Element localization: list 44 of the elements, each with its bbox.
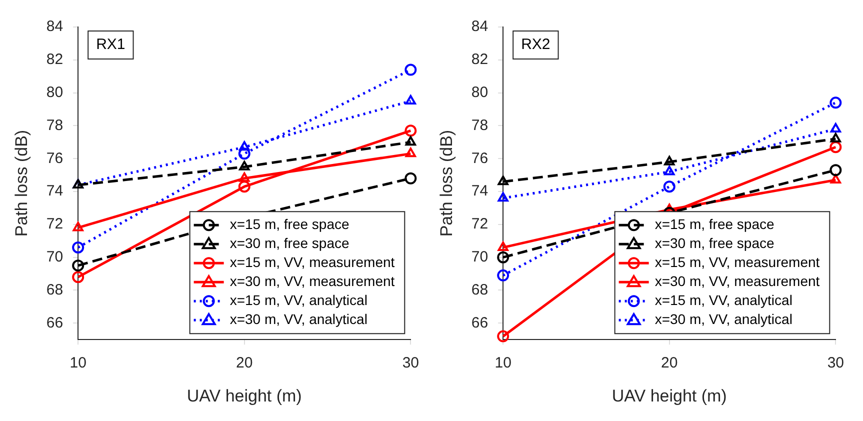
y-tick-label: 66 <box>46 314 64 332</box>
y-tick-label: 74 <box>471 182 488 200</box>
legend-label: x=15 m, VV, measurement <box>654 254 820 270</box>
y-tick-label: 84 <box>46 18 64 36</box>
y-axis-title: Path loss (dB) <box>12 130 31 237</box>
legend-label: x=15 m, VV, measurement <box>230 254 395 270</box>
annotation: RX1 <box>96 36 126 54</box>
y-tick-label: 68 <box>471 281 488 298</box>
x-tick-label: 20 <box>661 354 678 372</box>
legend-label: x=15 m, free space <box>230 216 350 232</box>
x-tick-label: 20 <box>236 354 253 372</box>
y-tick-label: 70 <box>471 248 488 266</box>
legend-label: x=15 m, free space <box>654 216 774 232</box>
x-axis-title: UAV height (m) <box>186 386 302 406</box>
legend-label: x=30 m, VV, measurement <box>654 272 820 289</box>
y-tick-label: 84 <box>471 18 488 36</box>
x-tick-label: 10 <box>70 354 86 372</box>
legend-label: x=30 m, VV, analytical <box>654 310 792 327</box>
y-axis-title: Path loss (dB) <box>436 130 456 237</box>
legend-label: x=15 m, VV, analytical <box>654 292 792 308</box>
y-tick-label: 80 <box>471 84 488 101</box>
x-tick-label: 10 <box>494 354 512 372</box>
legend-label: x=30 m, free space <box>654 234 774 251</box>
legend-label: x=15 m, VV, analytical <box>230 292 368 308</box>
y-tick-label: 74 <box>46 182 64 200</box>
y-tick-label: 76 <box>46 150 64 167</box>
y-tick-label: 82 <box>46 51 64 68</box>
legend-label: x=30 m, VV, analytical <box>230 310 368 327</box>
y-tick-label: 72 <box>46 216 64 233</box>
y-tick-label: 66 <box>471 314 488 332</box>
y-tick-label: 80 <box>46 84 64 101</box>
x-tick-label: 30 <box>402 354 419 372</box>
x-axis-title: UAV height (m) <box>612 386 727 406</box>
y-tick-label: 76 <box>471 150 488 167</box>
y-tick-label: 78 <box>471 116 488 134</box>
y-tick-label: 82 <box>471 51 488 68</box>
legend-label: x=30 m, free space <box>230 234 350 251</box>
annotation: RX2 <box>521 36 550 54</box>
y-tick-label: 70 <box>46 248 64 266</box>
y-tick-label: 68 <box>46 281 64 298</box>
y-tick-label: 78 <box>46 116 64 134</box>
x-tick-label: 30 <box>827 354 844 372</box>
y-tick-label: 72 <box>471 216 488 233</box>
legend-label: x=30 m, VV, measurement <box>230 272 395 289</box>
